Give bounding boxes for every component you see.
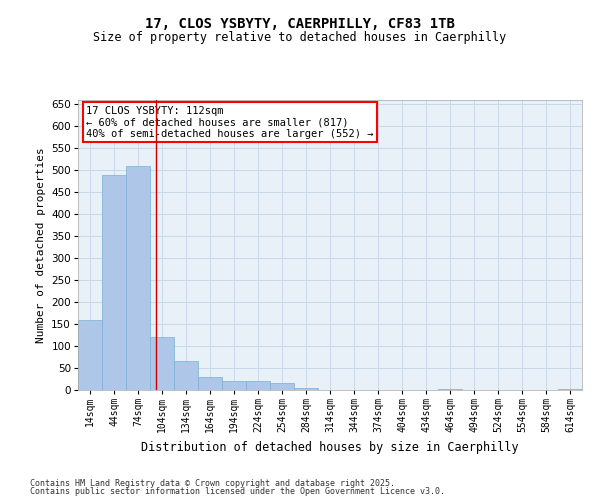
X-axis label: Distribution of detached houses by size in Caerphilly: Distribution of detached houses by size … — [141, 440, 519, 454]
Bar — [246, 381, 270, 390]
Bar — [222, 381, 246, 390]
Bar — [438, 389, 462, 390]
Text: Contains public sector information licensed under the Open Government Licence v3: Contains public sector information licen… — [30, 487, 445, 496]
Bar — [270, 384, 294, 390]
Y-axis label: Number of detached properties: Number of detached properties — [36, 147, 46, 343]
Bar — [102, 174, 126, 390]
Text: Contains HM Land Registry data © Crown copyright and database right 2025.: Contains HM Land Registry data © Crown c… — [30, 478, 395, 488]
Bar — [198, 377, 222, 390]
Bar — [174, 362, 198, 390]
Bar — [150, 338, 174, 390]
Bar — [558, 389, 582, 390]
Bar — [78, 320, 102, 390]
Text: 17 CLOS YSBYTY: 112sqm
← 60% of detached houses are smaller (817)
40% of semi-de: 17 CLOS YSBYTY: 112sqm ← 60% of detached… — [86, 106, 374, 139]
Bar — [126, 166, 150, 390]
Text: Size of property relative to detached houses in Caerphilly: Size of property relative to detached ho… — [94, 31, 506, 44]
Text: 17, CLOS YSBYTY, CAERPHILLY, CF83 1TB: 17, CLOS YSBYTY, CAERPHILLY, CF83 1TB — [145, 18, 455, 32]
Bar — [294, 388, 318, 390]
